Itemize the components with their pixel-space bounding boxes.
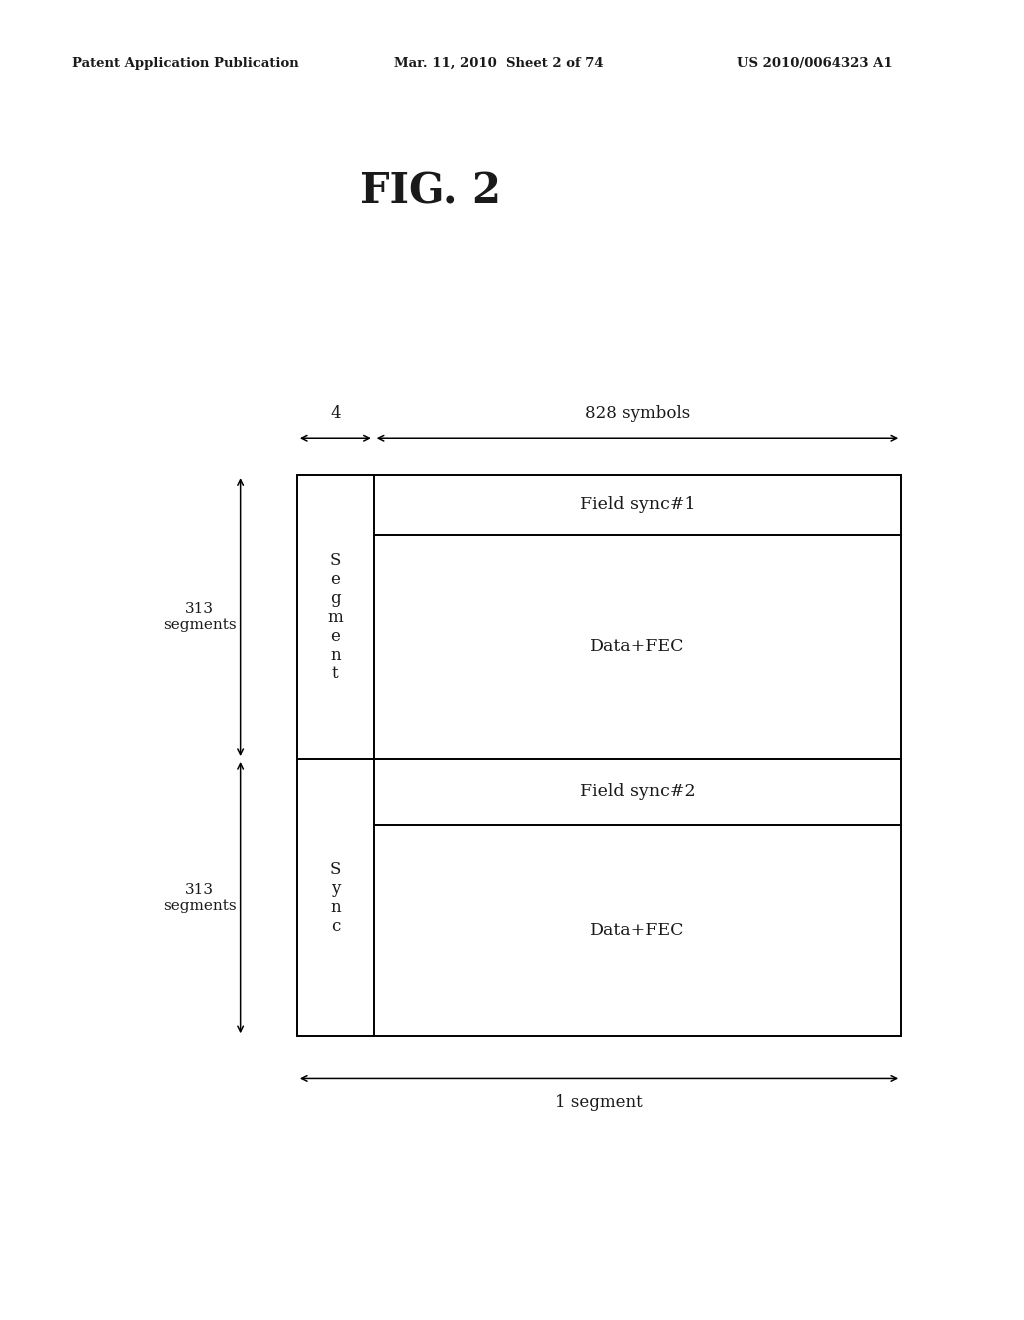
- Text: FIG. 2: FIG. 2: [359, 170, 501, 213]
- Text: 1 segment: 1 segment: [555, 1094, 643, 1111]
- Text: US 2010/0064323 A1: US 2010/0064323 A1: [737, 57, 893, 70]
- Text: Field sync#1: Field sync#1: [580, 496, 695, 513]
- Text: Field sync#2: Field sync#2: [580, 784, 695, 800]
- Text: 313
segments: 313 segments: [163, 602, 237, 632]
- Text: 828 symbols: 828 symbols: [585, 405, 690, 422]
- Text: Data+FEC: Data+FEC: [590, 923, 685, 939]
- Text: Data+FEC: Data+FEC: [590, 639, 685, 655]
- Text: 313
segments: 313 segments: [163, 883, 237, 912]
- Bar: [297, 475, 901, 1036]
- Text: 4: 4: [330, 405, 341, 422]
- Text: S
e
g
m
e
n
t: S e g m e n t: [328, 552, 343, 682]
- Text: Patent Application Publication: Patent Application Publication: [72, 57, 298, 70]
- Text: Mar. 11, 2010  Sheet 2 of 74: Mar. 11, 2010 Sheet 2 of 74: [394, 57, 604, 70]
- Text: S
y
n
c: S y n c: [330, 861, 341, 935]
